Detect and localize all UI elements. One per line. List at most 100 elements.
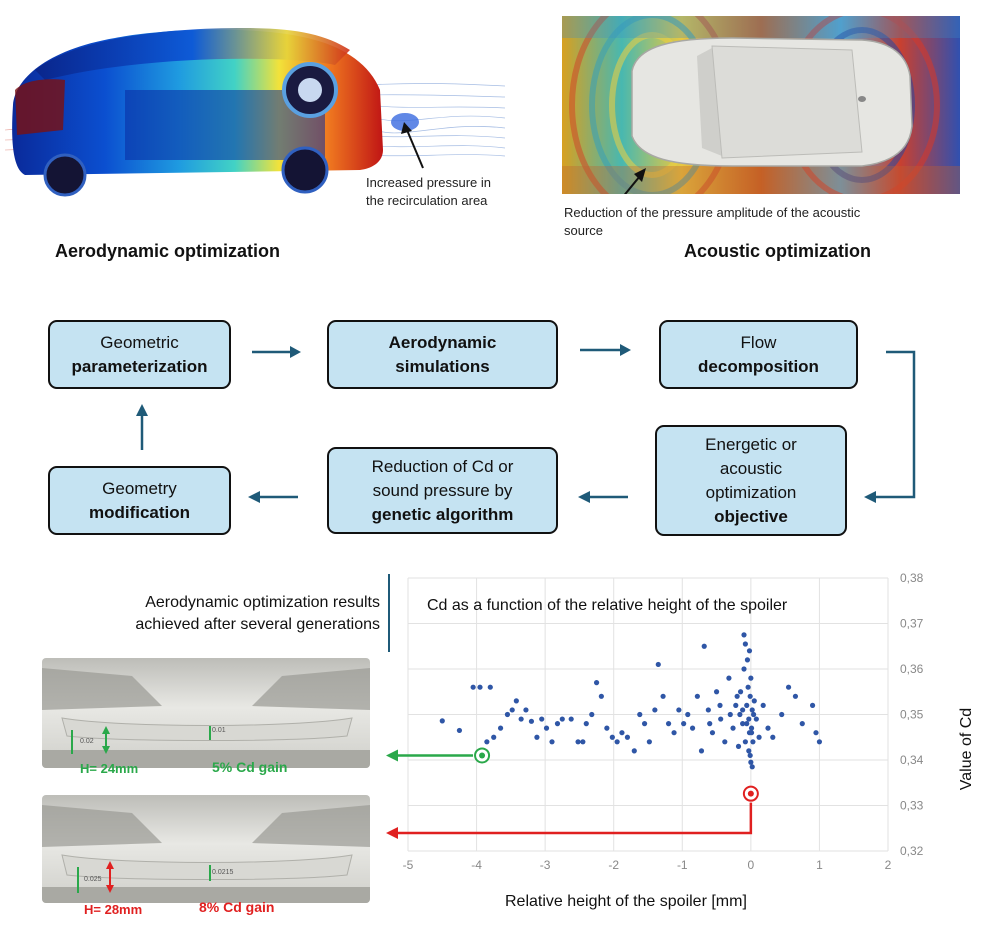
y-tick-label: 0,37 xyxy=(900,617,924,631)
scatter-point xyxy=(609,734,615,740)
x-tick-label: -1 xyxy=(677,858,688,872)
scatter-point xyxy=(726,675,732,681)
scatter-point xyxy=(637,711,643,718)
scatter-point xyxy=(554,721,561,727)
box-geometric-line2: parameterization xyxy=(71,356,208,376)
case2-dim-a: 0.025 xyxy=(84,876,102,883)
scatter-point xyxy=(748,759,754,765)
scatter-point xyxy=(799,721,805,727)
chart-title: Cd as a function of the relative height … xyxy=(427,597,788,614)
scatter-point xyxy=(631,748,637,754)
scatter-point xyxy=(568,716,574,722)
scatter-point xyxy=(746,716,752,722)
scatter-point xyxy=(549,739,555,745)
scatter-point xyxy=(681,721,687,727)
scatter-point xyxy=(737,711,743,718)
box-reduction-line1: Reduction of Cd or xyxy=(371,456,514,476)
scatter-point xyxy=(748,730,755,736)
results-divider xyxy=(388,574,390,652)
scatter-point xyxy=(598,693,604,699)
chart-grid xyxy=(407,577,889,852)
scatter-point xyxy=(747,693,753,699)
x-tick-label: -2 xyxy=(608,858,619,872)
cd-scatter-chart: 0,32 0,33 0,34 0,35 0,36 0,37 0,38 -5 -4 -3 -2 -1 0… xyxy=(386,571,924,872)
scatter-point xyxy=(816,739,823,745)
box-reduction-line3: genetic algorithm xyxy=(371,504,514,524)
scatter-point xyxy=(539,716,545,722)
x-tick-label: 2 xyxy=(885,858,892,872)
aero-section-title: Aerodynamic optimization xyxy=(55,241,281,261)
scatter-point xyxy=(727,711,733,718)
scatter-point xyxy=(652,707,658,713)
x-tick-label: 0 xyxy=(748,858,755,872)
box-objective-line3: optimization xyxy=(705,482,797,502)
scatter-point xyxy=(439,718,445,724)
y-tick-label: 0,34 xyxy=(900,753,924,767)
scatter-point xyxy=(779,711,785,718)
scatter-point xyxy=(733,702,739,708)
box-aero-sim-line1: Aerodynamic xyxy=(388,332,497,352)
scatter-point xyxy=(742,739,748,745)
scatter-point xyxy=(583,721,589,727)
connector-red xyxy=(398,802,753,835)
box-objective-line4: objective xyxy=(714,506,788,526)
case2-height-label: H= 28mm xyxy=(84,902,143,917)
results-heading-line1: Aerodynamic optimization results xyxy=(145,594,380,611)
x-tick-label: -3 xyxy=(540,858,551,872)
scatter-point xyxy=(701,643,707,649)
scatter-point xyxy=(624,734,631,740)
y-tick-label: 0,32 xyxy=(900,844,924,858)
box-aerodynamic-simulations: Aerodynamic simulations xyxy=(327,320,558,389)
scatter-point xyxy=(660,693,666,699)
case1-dim-b: 0.01 xyxy=(212,727,226,734)
scatter-point xyxy=(604,725,610,731)
scatter-point xyxy=(740,707,746,713)
connector-green-head xyxy=(386,749,398,762)
box-geometric-parameterization: Geometric parameterization xyxy=(48,320,231,389)
box-geometric-line1: Geometric xyxy=(100,332,179,352)
aero-car-image xyxy=(5,28,505,197)
scatter-point xyxy=(748,675,754,681)
chart-xlabel: Relative height of the spoiler [mm] xyxy=(505,893,747,910)
acoustic-caption-line1: Reduction of the pressure amplitude of t… xyxy=(564,205,861,220)
scatter-point xyxy=(735,743,742,749)
scatter-point xyxy=(744,657,751,663)
scatter-point xyxy=(705,707,711,713)
scatter-point xyxy=(746,648,753,654)
scatter-point xyxy=(734,693,740,699)
scatter-point xyxy=(470,684,476,690)
scatter-point xyxy=(741,666,747,672)
case1-gain-label: 5% Cd gain xyxy=(212,759,288,775)
highlight-markers xyxy=(474,747,759,802)
scatter-point xyxy=(676,707,682,713)
scatter-point xyxy=(593,680,600,686)
box-flow-line2: decomposition xyxy=(698,356,819,376)
scatter-points xyxy=(439,632,823,770)
scatter-point xyxy=(559,716,565,722)
x-tick-label: -5 xyxy=(403,858,414,872)
y-tick-label: 0,38 xyxy=(900,571,924,585)
scatter-point xyxy=(707,721,713,727)
box-objective-line2: acoustic xyxy=(719,458,783,478)
y-tick-label: 0,33 xyxy=(900,799,924,813)
x-tick-label: -4 xyxy=(471,858,482,872)
car-rear-case1 xyxy=(42,658,370,768)
scatter-point xyxy=(665,721,672,727)
scatter-point xyxy=(491,734,497,740)
case2-gain-label: 8% Cd gain xyxy=(199,899,275,915)
box-objective-line1: Energetic or xyxy=(705,434,797,454)
box-geommod-line1: Geometry xyxy=(102,478,177,498)
scatter-point xyxy=(760,702,766,708)
scatter-point xyxy=(718,716,724,722)
scatter-point xyxy=(749,764,755,770)
scatter-point xyxy=(694,693,700,699)
results-heading-line2: achieved after several generations xyxy=(135,616,380,633)
acoustic-caption-line2: source xyxy=(564,223,604,238)
y-tick-label: 0,36 xyxy=(900,662,924,676)
scatter-point xyxy=(751,711,757,718)
scatter-point xyxy=(619,730,625,736)
scatter-point xyxy=(713,689,720,695)
x-tick-label: 1 xyxy=(816,858,823,872)
scatter-point xyxy=(753,716,759,722)
scatter-point xyxy=(685,711,691,718)
